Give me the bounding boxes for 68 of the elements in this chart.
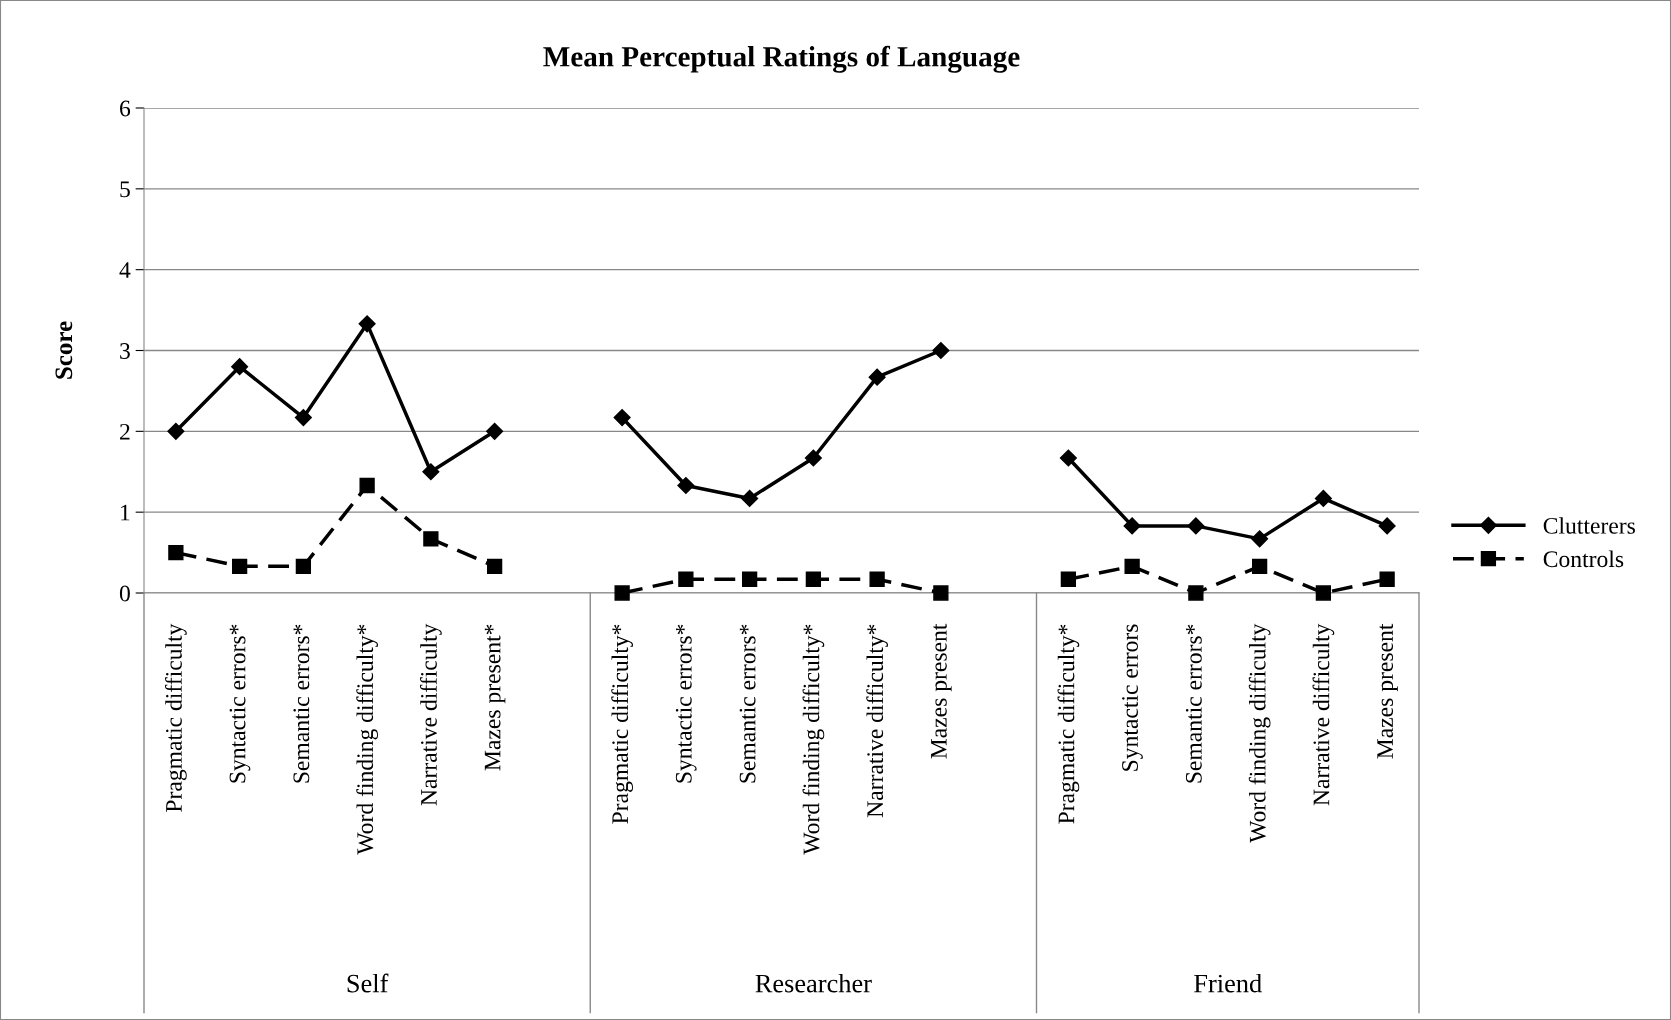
point [741,489,759,507]
x-tick-label: Semantic errors* [293,624,310,783]
point [804,449,822,467]
x-tick-label: Pragmatic difficulty* [611,624,633,824]
point [614,585,630,601]
x-tick-label: Mazes present [1377,623,1398,759]
x-tick-label: Mazes present [931,623,952,759]
point [869,571,885,587]
text: Self [347,973,389,993]
point [1124,558,1140,574]
point [231,558,248,574]
text: Friend [1194,973,1262,993]
point [805,571,822,587]
point [1251,558,1268,574]
x-tick-label: Syntactic errors [1122,624,1143,771]
y-tick-label: 5 [120,181,130,198]
x-tick-label: Word finding difficulty* [356,624,378,855]
point [1251,530,1269,548]
x-tick-label: Mazes present* [484,624,506,771]
y-tick-label: 1 [121,504,130,521]
point [932,341,950,360]
point [1059,449,1077,467]
point [294,409,312,427]
point [422,463,440,481]
y-tick-label: 6 [120,100,131,117]
y-tick-label: 3 [120,343,130,359]
point [1379,571,1395,587]
point [677,476,695,495]
x-tick-label: Pragmatic difficulty [165,623,187,812]
x-tick-label: Semantic errors* [1185,624,1202,783]
chart-title: Mean Perceptual Ratings of Language [543,45,1020,73]
point [168,544,184,561]
x-tick-label: Syntactic errors* [675,624,697,783]
point [678,571,694,587]
x-tick-label: Narrative difficulty* [866,624,888,818]
y-axis-title: Score [55,321,73,379]
point [868,368,886,386]
x-tick-label: Semantic errors* [739,624,756,783]
x-tick-label: Syntactic errors* [229,624,251,783]
point [486,558,503,574]
point [167,422,185,440]
point [613,409,631,427]
point [486,422,504,440]
point [741,571,758,587]
point [358,315,376,333]
point [1315,585,1332,601]
point [295,558,312,574]
x-tick-label: Pragmatic difficulty* [1057,624,1080,824]
x-tick-label: Word finding difficulty [1248,623,1271,843]
y-tick-label: 0 [119,585,130,602]
x-tick-label: Narrative difficulty [420,623,442,806]
legend-label: Controls [1543,550,1624,568]
point [1123,517,1141,535]
x-tick-label: Word finding difficulty* [802,624,825,855]
legend-label: Clutterers [1543,517,1635,534]
x-tick-label: Narrative difficulty [1312,623,1335,806]
point [1378,517,1396,535]
point [1188,585,1204,601]
y-tick-label: 2 [120,423,130,440]
point [231,358,249,376]
point [423,531,439,547]
point [1060,571,1077,587]
text: Researcher [755,973,872,993]
y-tick-label: 4 [119,262,131,278]
point [359,477,375,494]
point [933,585,949,601]
point [1187,517,1205,535]
point [1314,489,1332,507]
